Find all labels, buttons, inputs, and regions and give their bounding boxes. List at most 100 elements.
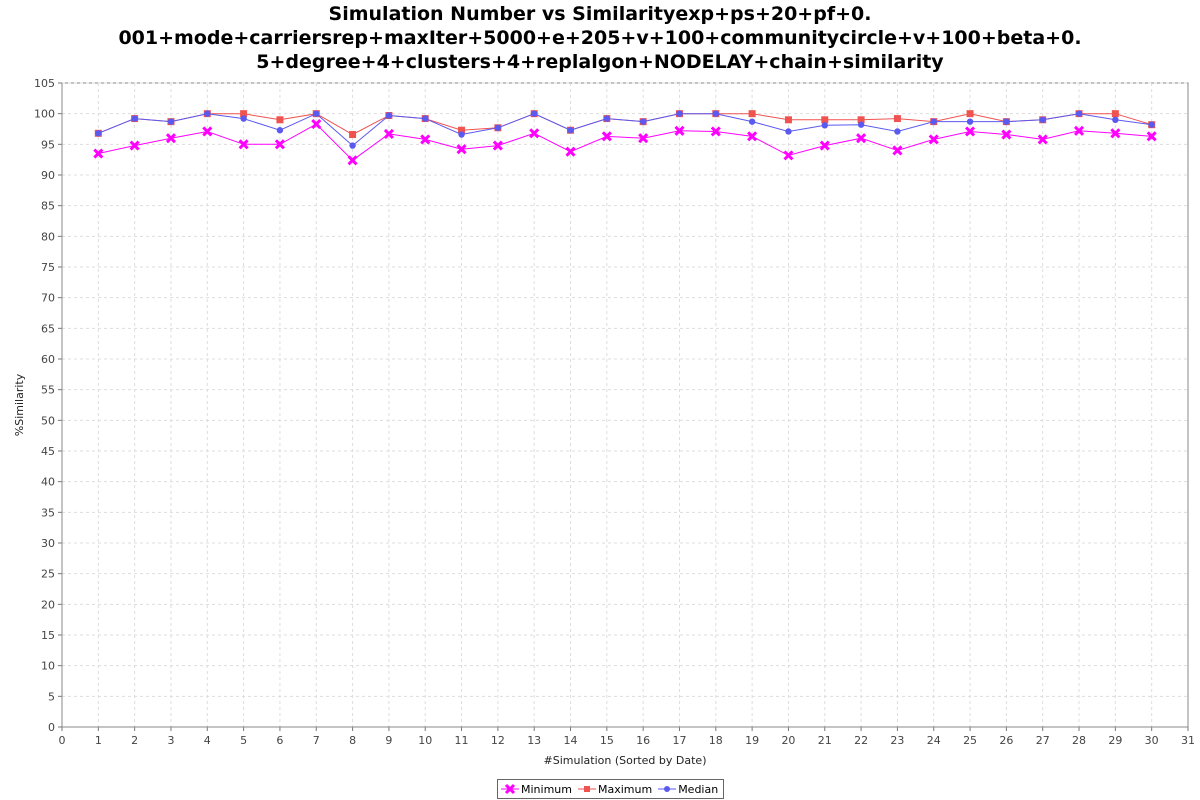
chart-title: Simulation Number vs Similarityexp+ps+20… bbox=[0, 2, 1200, 74]
x-tick-label: 25 bbox=[963, 734, 977, 747]
x-tick-label: 0 bbox=[59, 734, 66, 747]
data-point-maximum bbox=[893, 115, 901, 123]
data-point-minimum bbox=[274, 139, 285, 150]
data-point-minimum bbox=[783, 150, 794, 161]
data-point-median bbox=[930, 118, 937, 125]
data-point-minimum bbox=[1146, 131, 1157, 142]
median-marker-icon bbox=[658, 786, 677, 792]
y-tick-label: 80 bbox=[41, 230, 55, 243]
x-tick-label: 19 bbox=[745, 734, 759, 747]
series-minimum bbox=[93, 119, 1157, 166]
data-point-minimum bbox=[347, 155, 358, 166]
x-tick-label: 8 bbox=[349, 734, 356, 747]
x-tick-label: 30 bbox=[1145, 734, 1159, 747]
data-point-minimum bbox=[165, 133, 177, 144]
x-tick-label: 5 bbox=[240, 734, 247, 747]
data-point-minimum bbox=[638, 133, 649, 144]
data-point-median bbox=[349, 142, 356, 149]
y-tick-label: 50 bbox=[41, 414, 55, 427]
data-point-median bbox=[966, 118, 974, 125]
legend-item-maximum: Maximum bbox=[577, 783, 652, 796]
data-point-median bbox=[494, 124, 502, 131]
plot-area bbox=[61, 82, 1189, 728]
data-point-median bbox=[894, 128, 901, 135]
minimum-marker-icon bbox=[501, 783, 519, 795]
y-tick-label: 20 bbox=[41, 598, 55, 611]
x-tick-label: 10 bbox=[418, 734, 432, 747]
data-point-minimum bbox=[1037, 134, 1048, 145]
data-point-median bbox=[95, 130, 102, 137]
legend-item-median: Median bbox=[658, 783, 718, 796]
series-line-median bbox=[98, 113, 1152, 147]
data-point-median bbox=[857, 121, 865, 128]
data-point-minimum bbox=[93, 148, 104, 159]
data-point-minimum bbox=[747, 131, 758, 142]
data-point-median bbox=[712, 110, 720, 117]
data-point-maximum bbox=[349, 131, 357, 139]
x-tick-label: 18 bbox=[709, 734, 723, 747]
legend-label-minimum: Minimum bbox=[521, 782, 572, 796]
data-point-median bbox=[240, 115, 247, 122]
chart-title-line-1: Simulation Number vs Similarityexp+ps+20… bbox=[328, 3, 872, 25]
data-point-median bbox=[748, 118, 756, 125]
y-tick-label: 105 bbox=[34, 77, 55, 90]
data-point-minimum bbox=[383, 128, 394, 139]
data-point-median bbox=[204, 110, 211, 117]
y-tick-label: 25 bbox=[41, 568, 55, 581]
data-point-median bbox=[167, 118, 175, 125]
data-point-minimum bbox=[928, 134, 939, 145]
y-tick-label: 55 bbox=[41, 384, 55, 397]
x-tick-label: 28 bbox=[1072, 734, 1086, 747]
y-axis-label: %Similarity bbox=[13, 373, 26, 436]
y-tick-label: 10 bbox=[41, 660, 55, 673]
x-tick-label: 21 bbox=[818, 734, 832, 747]
maximum-marker-icon bbox=[577, 786, 596, 792]
x-tick-label: 22 bbox=[854, 734, 868, 747]
y-tick-label: 0 bbox=[48, 721, 55, 734]
y-tick-label: 90 bbox=[41, 169, 55, 182]
data-point-median bbox=[458, 131, 465, 138]
data-point-minimum bbox=[710, 126, 721, 137]
y-tick-label: 75 bbox=[41, 261, 55, 274]
chart-title-line-3: 5+degree+4+clusters+4+replalgon+NODELAY+… bbox=[256, 51, 944, 73]
x-tick-label: 4 bbox=[204, 734, 211, 747]
data-point-median bbox=[131, 115, 138, 122]
data-point-maximum bbox=[1111, 110, 1119, 118]
x-tick-label: 24 bbox=[927, 734, 941, 747]
data-point-minimum bbox=[674, 125, 685, 136]
data-point-minimum bbox=[1110, 128, 1121, 139]
data-point-maximum bbox=[784, 116, 792, 124]
legend-item-minimum: Minimum bbox=[501, 783, 572, 796]
data-point-median bbox=[676, 110, 683, 117]
data-point-maximum bbox=[458, 126, 466, 134]
data-point-median bbox=[1003, 118, 1010, 125]
x-tick-label: 1 bbox=[95, 734, 102, 747]
y-tick-label: 15 bbox=[41, 629, 55, 642]
data-point-maximum bbox=[276, 116, 284, 124]
series-group bbox=[93, 110, 1157, 166]
data-point-minimum bbox=[819, 140, 830, 151]
x-tick-label: 31 bbox=[1181, 734, 1195, 747]
x-tick-label: 27 bbox=[1036, 734, 1050, 747]
data-point-maximum bbox=[966, 110, 974, 118]
data-point-median bbox=[603, 115, 611, 122]
y-tick-label: 5 bbox=[48, 690, 55, 703]
x-tick-label: 16 bbox=[636, 734, 650, 747]
data-point-median bbox=[422, 115, 429, 122]
x-tick-label: 15 bbox=[600, 734, 614, 747]
x-tick-label: 2 bbox=[131, 734, 138, 747]
data-point-minimum bbox=[456, 144, 467, 155]
x-tick-label: 6 bbox=[276, 734, 283, 747]
x-tick-label: 13 bbox=[527, 734, 541, 747]
data-point-minimum bbox=[965, 126, 976, 137]
y-tick-label: 30 bbox=[41, 537, 55, 550]
data-point-maximum bbox=[240, 110, 248, 118]
legend-label-median: Median bbox=[678, 782, 719, 796]
x-tick-label: 26 bbox=[999, 734, 1013, 747]
data-point-median bbox=[1148, 121, 1155, 128]
y-tick-label: 40 bbox=[41, 476, 55, 489]
data-point-median bbox=[1112, 116, 1119, 124]
x-tick-label: 11 bbox=[455, 734, 469, 747]
data-point-minimum bbox=[892, 145, 903, 156]
